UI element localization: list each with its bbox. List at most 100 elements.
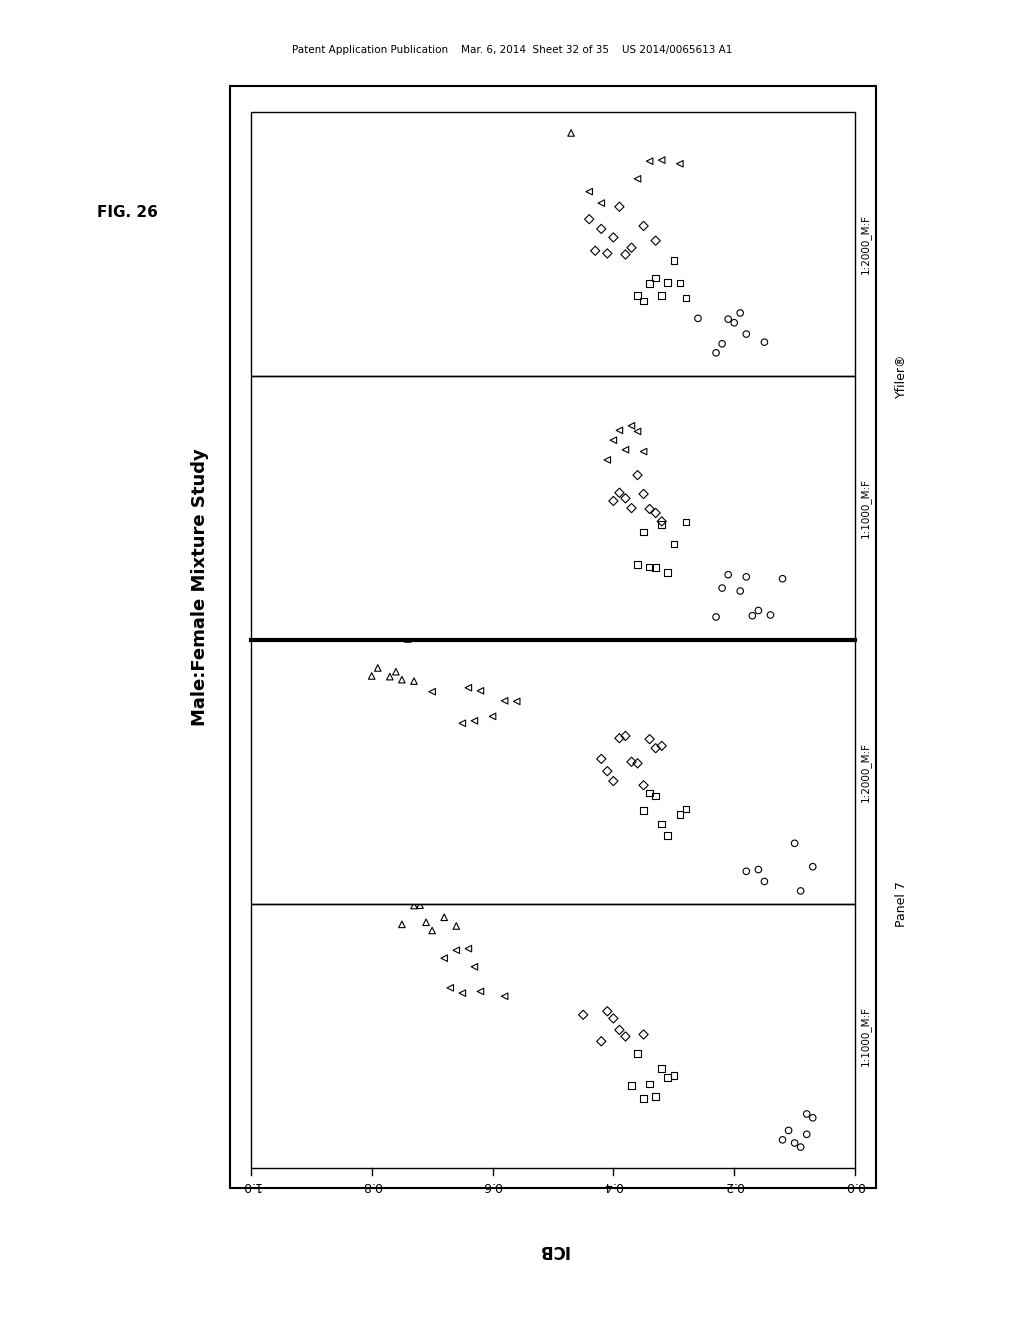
Point bbox=[630, 465, 646, 486]
Point bbox=[472, 981, 488, 1002]
Point bbox=[624, 238, 640, 259]
Point bbox=[641, 557, 657, 578]
Point bbox=[376, 626, 392, 647]
Point bbox=[641, 729, 657, 750]
Point bbox=[364, 665, 380, 686]
Point bbox=[442, 977, 459, 998]
Point bbox=[382, 667, 398, 688]
Point bbox=[678, 511, 694, 532]
Point bbox=[617, 726, 634, 747]
Point bbox=[799, 1123, 815, 1144]
Point bbox=[641, 150, 657, 172]
Point bbox=[593, 1031, 609, 1052]
Point bbox=[720, 564, 736, 585]
Point bbox=[624, 416, 640, 437]
Point bbox=[708, 342, 724, 363]
Point bbox=[647, 503, 664, 524]
Point bbox=[497, 690, 513, 711]
Point bbox=[635, 775, 651, 796]
Point bbox=[406, 895, 422, 916]
Point bbox=[653, 285, 670, 306]
Point bbox=[738, 861, 755, 882]
Point bbox=[641, 783, 657, 804]
Point bbox=[630, 168, 646, 189]
Point bbox=[406, 671, 422, 692]
Point bbox=[805, 857, 821, 878]
Text: 1:1000_M:F: 1:1000_M:F bbox=[860, 478, 871, 539]
Point bbox=[756, 331, 772, 352]
Point bbox=[653, 511, 670, 532]
Point bbox=[647, 1086, 664, 1107]
Point bbox=[630, 421, 646, 442]
Point bbox=[653, 513, 670, 535]
Point bbox=[647, 557, 664, 578]
Point bbox=[599, 1001, 615, 1022]
Point bbox=[624, 498, 640, 519]
Point bbox=[454, 982, 470, 1003]
Point bbox=[635, 290, 651, 312]
Point bbox=[617, 488, 634, 510]
Point bbox=[720, 309, 736, 330]
Point bbox=[635, 483, 651, 504]
Point bbox=[672, 272, 688, 293]
Point bbox=[635, 215, 651, 236]
Point bbox=[738, 566, 755, 587]
Point bbox=[714, 333, 730, 354]
Point bbox=[611, 420, 628, 441]
Point bbox=[472, 680, 488, 701]
Point bbox=[732, 302, 749, 323]
Point bbox=[587, 240, 603, 261]
Point bbox=[393, 669, 410, 690]
Point bbox=[751, 859, 767, 880]
Point bbox=[762, 605, 778, 626]
Point bbox=[611, 482, 628, 503]
Point bbox=[466, 710, 482, 731]
Point bbox=[611, 727, 628, 748]
Text: FIG. 26: FIG. 26 bbox=[97, 205, 158, 219]
Point bbox=[641, 273, 657, 294]
Text: 1.0: 1.0 bbox=[241, 1179, 261, 1192]
Point bbox=[647, 230, 664, 251]
Point bbox=[635, 441, 651, 462]
Point bbox=[605, 491, 622, 512]
Point bbox=[605, 227, 622, 248]
Point bbox=[370, 657, 386, 678]
Point bbox=[756, 871, 772, 892]
Point bbox=[630, 1043, 646, 1064]
Text: 0.6: 0.6 bbox=[482, 1179, 503, 1192]
Point bbox=[460, 939, 476, 960]
Point bbox=[611, 197, 628, 218]
Point bbox=[641, 1073, 657, 1094]
Text: Panel 7: Panel 7 bbox=[895, 882, 907, 927]
Point bbox=[418, 912, 434, 933]
Point bbox=[659, 825, 676, 846]
Point bbox=[617, 244, 634, 265]
Point bbox=[593, 193, 609, 214]
Point bbox=[653, 149, 670, 170]
Point bbox=[786, 833, 803, 854]
Point bbox=[599, 243, 615, 264]
Point bbox=[424, 920, 440, 941]
Point bbox=[617, 440, 634, 461]
Point bbox=[647, 268, 664, 289]
Point bbox=[581, 181, 597, 202]
Point bbox=[605, 429, 622, 450]
Point bbox=[635, 521, 651, 543]
Point bbox=[624, 1074, 640, 1096]
Point bbox=[653, 813, 670, 834]
Point bbox=[805, 1107, 821, 1129]
Text: Male:Female Mixture Study: Male:Female Mixture Study bbox=[190, 449, 209, 726]
Point bbox=[672, 153, 688, 174]
Point bbox=[793, 1137, 809, 1158]
Point bbox=[624, 751, 640, 772]
Point bbox=[666, 533, 682, 554]
Point bbox=[412, 895, 428, 916]
Text: Patent Application Publication    Mar. 6, 2014  Sheet 32 of 35    US 2014/006561: Patent Application Publication Mar. 6, 2… bbox=[292, 45, 732, 55]
Point bbox=[659, 1067, 676, 1088]
Point bbox=[774, 568, 791, 589]
Point bbox=[635, 800, 651, 821]
Point bbox=[678, 799, 694, 820]
Point bbox=[678, 288, 694, 309]
Point bbox=[605, 771, 622, 792]
Point bbox=[630, 285, 646, 306]
